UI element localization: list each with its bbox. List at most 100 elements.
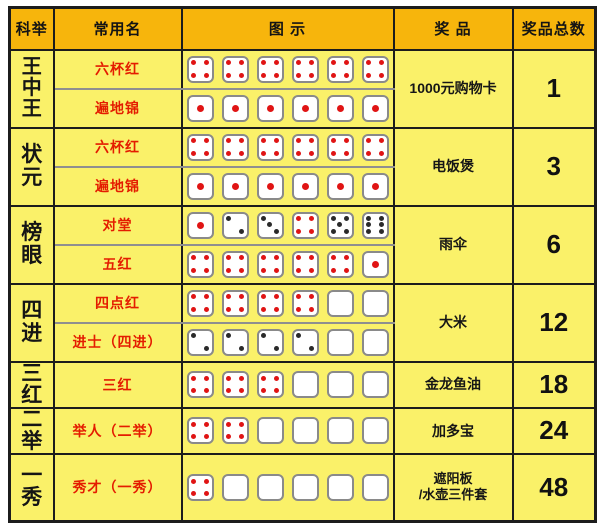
die-1-red	[291, 94, 319, 122]
die-4-red	[221, 371, 249, 399]
die-blank	[256, 417, 284, 445]
combo-name: 举人（二举）	[53, 407, 183, 455]
table-row: 三红 三红 金龙鱼油 18	[9, 361, 597, 409]
combo-name: 六杯红	[53, 49, 183, 90]
die-blank	[221, 473, 249, 501]
combo-name: 遍地锦	[53, 88, 183, 129]
die-1-red	[186, 211, 214, 239]
die-1-red	[186, 172, 214, 200]
dice-diagram	[181, 127, 395, 168]
dice-row	[183, 473, 392, 501]
prize-cell: 大米	[393, 283, 514, 363]
die-4-red	[186, 289, 214, 317]
table-row: 遍地锦	[10, 88, 596, 129]
die-blank	[361, 289, 389, 317]
table-row: 一秀 秀才（一秀） 遮阳板 /水壶三件套 48	[9, 453, 597, 523]
prize-total-cell: 3	[512, 127, 597, 207]
die-1-red	[326, 172, 354, 200]
die-blank	[361, 473, 389, 501]
dice-row	[183, 211, 392, 239]
dice-row	[183, 55, 392, 83]
prize-total-cell: 48	[512, 453, 597, 523]
rank-label: 三红	[21, 361, 43, 407]
table-row: 状元 六杯红 电饭煲 3	[9, 127, 597, 207]
die-4-red	[326, 250, 354, 278]
die-blank	[326, 417, 354, 445]
rank-label: 四进	[21, 299, 43, 345]
die-4-red	[186, 371, 214, 399]
die-2-black	[291, 328, 319, 356]
header-prize-total: 奖品总数	[512, 7, 597, 51]
dice-diagram	[181, 205, 395, 246]
die-4-red	[291, 289, 319, 317]
prize-cell: 遮阳板 /水壶三件套	[393, 453, 514, 523]
dice-diagram	[181, 361, 395, 409]
die-4-red	[221, 289, 249, 317]
die-blank	[361, 417, 389, 445]
prize-total-cell: 12	[512, 283, 597, 363]
dice-diagram	[181, 49, 395, 90]
header-prize: 奖 品	[393, 7, 514, 51]
die-4-red	[221, 417, 249, 445]
die-4-red	[256, 250, 284, 278]
header-common-name: 常用名	[53, 7, 183, 51]
die-2-black	[256, 328, 284, 356]
die-4-red	[221, 250, 249, 278]
die-4-red	[326, 55, 354, 83]
die-2-black	[221, 211, 249, 239]
prize-table: 科举 常用名 图 示 奖 品 奖品总数 王中王 六杯红 1000元购物卡 1 遍…	[8, 6, 597, 523]
dice-row	[183, 172, 392, 200]
die-1-red	[326, 94, 354, 122]
dice-diagram	[181, 166, 395, 207]
die-2-black	[186, 328, 214, 356]
die-4-red	[221, 133, 249, 161]
rank-cell-sijin: 四进	[9, 283, 55, 363]
table-row: 进士（四进）	[10, 322, 596, 363]
prize-total-cell: 24	[512, 407, 597, 455]
table-row: 四进 四点红 大米 12	[9, 283, 597, 363]
rank-cell-zhuangyuan: 状元	[9, 127, 55, 207]
die-3-black	[256, 211, 284, 239]
prize-total-cell: 18	[512, 361, 597, 409]
table-row: 二举 举人（二举） 加多宝 24	[9, 407, 597, 455]
die-4-red	[256, 371, 284, 399]
die-blank	[256, 473, 284, 501]
die-4-red	[186, 250, 214, 278]
die-4-red	[361, 133, 389, 161]
table-row: 五红	[10, 244, 596, 285]
table-header: 科举 常用名 图 示 奖 品 奖品总数	[9, 7, 597, 51]
prize-cell: 金龙鱼油	[393, 361, 514, 409]
combo-name: 对堂	[53, 205, 183, 246]
die-4-red	[291, 250, 319, 278]
prize-total-cell: 6	[512, 205, 597, 285]
die-blank	[326, 371, 354, 399]
dice-row	[183, 289, 392, 317]
dice-row	[183, 94, 392, 122]
combo-name: 三红	[53, 361, 183, 409]
rank-cell-yixiu: 一秀	[9, 453, 55, 523]
prize-cell: 加多宝	[393, 407, 514, 455]
rank-cell-erju: 二举	[9, 407, 55, 455]
header-row: 科举 常用名 图 示 奖 品 奖品总数	[9, 7, 597, 51]
die-4-red	[326, 133, 354, 161]
prize-cell: 电饭煲	[393, 127, 514, 207]
die-1-red	[186, 94, 214, 122]
die-2-black	[221, 328, 249, 356]
dice-row	[183, 328, 392, 356]
rank-label: 榜眼	[21, 221, 43, 267]
dice-diagram	[181, 453, 395, 523]
die-1-red	[221, 94, 249, 122]
dice-row	[183, 417, 392, 445]
die-blank	[326, 328, 354, 356]
dice-diagram	[181, 244, 395, 285]
dice-row	[183, 250, 392, 278]
die-4-red	[186, 473, 214, 501]
combo-name: 五红	[53, 244, 183, 285]
die-4-red	[256, 289, 284, 317]
die-4-red	[186, 133, 214, 161]
table-row: 遍地锦	[10, 166, 596, 207]
header-rank: 科举	[9, 7, 55, 51]
die-blank	[291, 473, 319, 501]
combo-name: 秀才（一秀）	[53, 453, 183, 523]
die-blank	[326, 473, 354, 501]
